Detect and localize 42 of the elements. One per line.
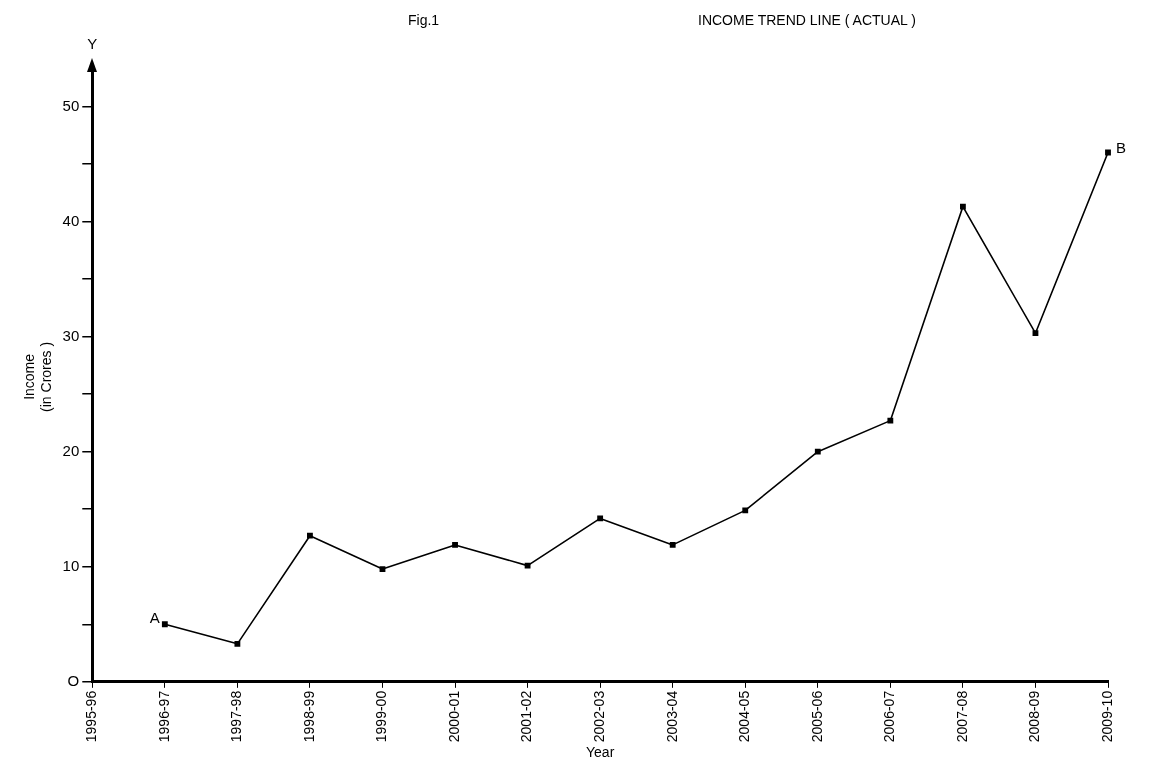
chart-subtitle: Fig.1 (408, 12, 440, 28)
text: Y (87, 34, 98, 52)
point (597, 515, 604, 522)
point (959, 203, 966, 210)
x-tick-label: 1996-97 (155, 690, 172, 743)
y-tick-label: 30 (62, 326, 80, 344)
point (161, 621, 168, 628)
point (814, 448, 821, 455)
point (234, 640, 241, 647)
x-tick-label: 2006-07 (881, 690, 898, 743)
annotation: A (149, 608, 160, 626)
point (524, 562, 531, 569)
x-tick-label: 2005-06 (808, 690, 825, 743)
x-tick-label: 1995-96 (83, 690, 100, 743)
y-tick-label: 20 (62, 441, 80, 459)
y-axis-title: Income (in Crores ) (21, 341, 55, 412)
chart-title: INCOME TREND LINE ( ACTUAL ) (698, 12, 916, 28)
x-tick-label: 2004-05 (736, 690, 753, 743)
y-tick-label: 40 (62, 211, 80, 229)
x-tick-label: 1998-99 (300, 690, 317, 743)
x-tick-label: 1999-00 (373, 690, 390, 743)
x-tick-label: 2003-04 (663, 690, 680, 743)
point (742, 507, 749, 514)
point (887, 417, 894, 424)
x-tick-label: 1997-98 (228, 690, 245, 743)
x-tick-label: 2008-09 (1026, 690, 1043, 743)
point (669, 541, 676, 548)
point (379, 566, 386, 572)
x-tick-label: 2000-01 (445, 690, 462, 743)
x-tick-label: 2001-02 (518, 690, 535, 743)
point (1032, 330, 1039, 337)
y-tick-label: O (67, 671, 80, 689)
point (307, 532, 313, 539)
y-tick-label: 10 (62, 556, 80, 574)
x-tick-label: 2007-08 (953, 690, 970, 743)
x-tick-label: 2002-03 (591, 690, 607, 743)
x-tick-label: 2009-10 (1098, 690, 1115, 743)
point (452, 541, 458, 548)
annotation: B (1116, 139, 1127, 157)
y-tick-label: 50 (62, 96, 80, 114)
point (1105, 149, 1111, 156)
x-axis-title: Year (585, 744, 615, 761)
